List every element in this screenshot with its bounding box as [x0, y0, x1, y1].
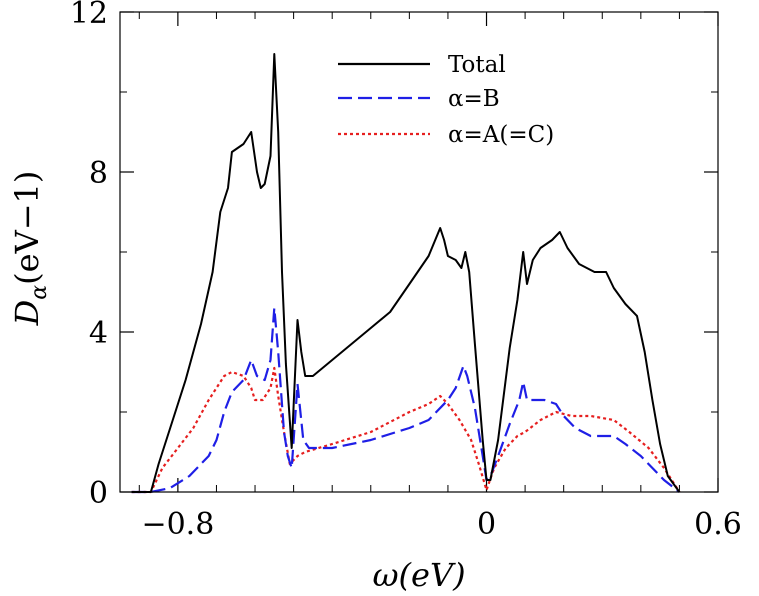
series-layer [131, 53, 681, 494]
legend-alpha-a: α=A(=C) [338, 122, 554, 148]
svg-text:Dα(eV−1): Dα(eV−1) [8, 171, 52, 327]
tick-labels: −0.8 0 0.6 0 4 8 12 [70, 0, 742, 542]
series-alpha-b-line [131, 306, 681, 494]
series-alpha-a-line [131, 366, 681, 494]
legend-alpha-b-label: α=B [448, 86, 500, 112]
legend-total-label: Total [448, 52, 506, 78]
x-tick-label: 0 [477, 507, 496, 542]
legend-total: Total [338, 52, 506, 78]
y-axis-label-main: D [8, 300, 46, 327]
legend-alpha-a-label: α=A(=C) [448, 122, 554, 148]
x-tick-label: −0.8 [141, 507, 214, 542]
y-tick-label: 4 [89, 316, 108, 351]
legend-alpha-b: α=B [338, 86, 500, 112]
x-tick-label: 0.6 [694, 507, 742, 542]
y-axis-label: Dα(eV−1) [8, 171, 52, 327]
y-axis-label-sub: α [27, 285, 52, 300]
x-axis-label: ω(eV) [372, 556, 465, 594]
y-tick-label: 12 [70, 0, 108, 31]
minor-ticks [120, 12, 718, 492]
legend: Total α=B α=A(=C) [338, 52, 554, 148]
y-tick-label: 8 [89, 156, 108, 191]
y-tick-label: 0 [89, 476, 108, 511]
major-ticks [120, 11, 719, 493]
plot-frame [119, 11, 719, 493]
series-total-line [131, 53, 681, 493]
y-axis-label-unit: (eV−1) [8, 171, 46, 285]
